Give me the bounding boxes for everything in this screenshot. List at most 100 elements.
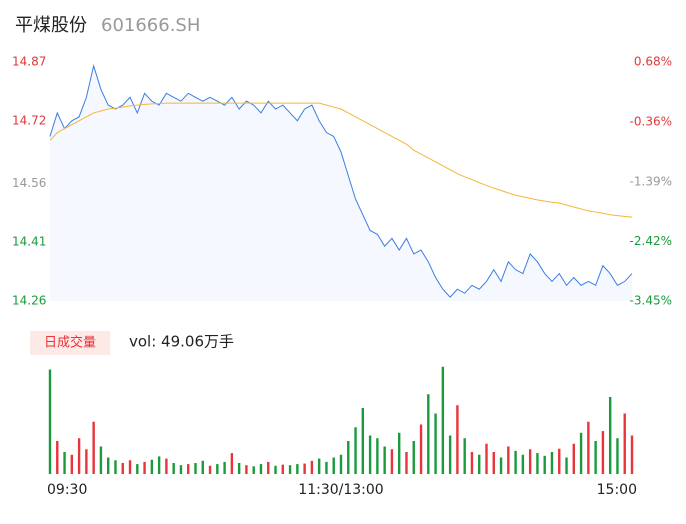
volume-bar (398, 432, 401, 474)
volume-bar (441, 366, 445, 474)
volume-bar (579, 432, 583, 474)
volume-bar (361, 408, 365, 474)
volume-bar (172, 463, 175, 474)
volume-bar (70, 454, 74, 474)
volume-bar (267, 461, 270, 474)
volume-bar (528, 449, 532, 474)
volume-bar (128, 460, 132, 474)
volume-bar (412, 441, 415, 474)
stock-code: 601666.SH (101, 15, 200, 36)
volume-total: vol: 49.06万手 (129, 333, 234, 351)
volume-bar (608, 397, 612, 474)
volume-bar (601, 431, 605, 474)
y-tick-label: 14.41 (12, 235, 46, 249)
volume-bar (317, 458, 321, 474)
volume-bar (630, 435, 634, 474)
x-tick-label: 11:30/13:00 (298, 482, 383, 498)
volume-bar (223, 461, 226, 474)
volume-bar (216, 464, 219, 474)
volume-bar (245, 465, 248, 474)
volume-bar (565, 457, 568, 474)
volume-bar (107, 457, 110, 474)
volume-bar (150, 459, 154, 474)
average-line (49, 102, 633, 218)
volume-bar (587, 421, 590, 474)
volume-bar (230, 453, 234, 474)
volume-bar (470, 452, 474, 474)
volume-bar (143, 461, 146, 474)
volume-bar (419, 424, 423, 474)
volume-bar (48, 369, 52, 474)
volume-bar (572, 443, 575, 474)
volume-bar (237, 463, 241, 474)
y-tick-label: 14.87 (12, 55, 46, 69)
volume-bar (208, 465, 212, 474)
y2-tick-label: -2.42% (630, 234, 672, 248)
volume-bar (456, 405, 459, 474)
volume-bar (354, 427, 357, 474)
volume-bar (56, 441, 59, 474)
volume-legend: 日成交量 (44, 335, 96, 351)
y2-tick-label: -3.45% (630, 294, 672, 308)
y2-tick-label: -1.39% (630, 174, 672, 188)
volume-bar (274, 465, 277, 474)
volume-bar (536, 453, 539, 474)
volume-bar (550, 452, 554, 474)
volume-bar (187, 464, 190, 474)
y2-tick-label: 0.68% (634, 55, 672, 69)
volume-bar (201, 460, 204, 474)
volume-bar (405, 452, 408, 474)
volume-bar (92, 421, 95, 474)
volume-bar (383, 446, 386, 474)
volume-bar (368, 435, 372, 474)
volume-bar (85, 449, 88, 474)
volume-bar (288, 465, 292, 474)
volume-bar (485, 443, 488, 474)
volume-bar (521, 454, 525, 474)
y-tick-label: 14.72 (12, 113, 46, 127)
volume-bar (165, 458, 168, 474)
x-tick-label: 09:30 (47, 482, 87, 498)
volume-bar (448, 435, 452, 474)
volume-bar (157, 456, 161, 474)
volume-bar (558, 448, 561, 474)
volume-bar (594, 441, 597, 474)
volume-bar (514, 450, 517, 474)
stock-name: 平煤股份 (15, 15, 87, 36)
volume-bar (427, 394, 430, 474)
y2-tick-label: -0.36% (630, 115, 672, 129)
price-line (49, 64, 633, 298)
volume-bar (339, 454, 343, 474)
volume-bar (114, 460, 117, 474)
volume-bar (478, 454, 481, 474)
volume-bar (325, 461, 328, 474)
x-tick-label: 15:00 (597, 482, 637, 498)
volume-bar (507, 446, 510, 474)
volume-bar (252, 466, 255, 474)
volume-bar (543, 455, 546, 474)
volume-bar (347, 441, 350, 474)
volume-bar (376, 438, 379, 474)
volume-bar (303, 463, 306, 474)
volume-bar (194, 463, 197, 474)
volume-bar (296, 464, 299, 474)
volume-bar (63, 452, 66, 474)
y-tick-label: 14.26 (12, 294, 46, 308)
volume-bar (434, 413, 437, 474)
volume-bar (390, 449, 394, 474)
volume-bar (499, 457, 503, 474)
volume-bar (121, 463, 124, 474)
volume-bar (259, 464, 263, 474)
volume-bar (616, 438, 619, 474)
price-area (50, 65, 632, 301)
volume-bar (492, 452, 495, 474)
volume-bar (136, 464, 139, 474)
volume-bar (623, 413, 626, 474)
volume-bar (77, 438, 81, 474)
y-tick-label: 14.56 (12, 176, 46, 190)
volume-bar (179, 465, 183, 474)
volume-bar (332, 457, 335, 474)
volume-legend-box (30, 331, 110, 355)
volume-bar (463, 438, 466, 474)
